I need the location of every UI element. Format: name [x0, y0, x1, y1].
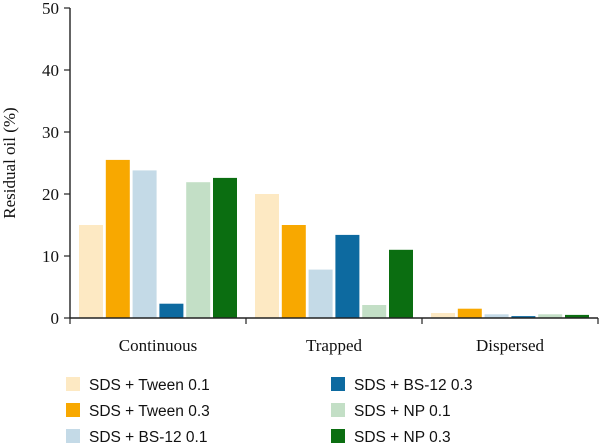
bars-layer	[79, 159, 589, 318]
legend-label: SDS + BS-12 0.3	[354, 377, 472, 394]
legend-swatch	[66, 429, 80, 443]
bar	[281, 225, 306, 318]
x-tick-label: Dispersed	[476, 336, 544, 355]
legend: SDS + Tween 0.1 SDS + Tween 0.3 SDS + BS-1…	[66, 377, 472, 446]
bar	[132, 170, 157, 318]
legend-label: SDS + NP 0.3	[354, 429, 451, 446]
bar	[186, 182, 211, 318]
legend-swatch	[331, 403, 345, 417]
y-tick-label: 0	[51, 309, 60, 328]
bar	[484, 314, 509, 318]
bar	[565, 314, 589, 318]
bar	[511, 316, 536, 318]
bar	[159, 303, 184, 318]
x-tick-label: Continuous	[119, 336, 197, 355]
y-tick-label: 30	[42, 123, 59, 142]
y-tick-label: 50	[42, 0, 59, 18]
y-axis-label: Residual oil (%)	[0, 107, 19, 218]
bar	[389, 249, 413, 318]
legend-swatch	[66, 403, 80, 417]
legend-swatch	[66, 377, 80, 391]
legend-label: SDS + Tween 0.3	[89, 403, 210, 420]
bar	[362, 305, 387, 318]
x-tick-label: Trapped	[306, 336, 363, 355]
legend-swatch	[331, 377, 345, 391]
bar	[538, 314, 563, 318]
axes-layer: 0 10 20 30 40 50 Continuous Trapped Dispersed	[42, 0, 599, 355]
bar	[431, 313, 455, 318]
bar	[105, 159, 130, 318]
bar	[213, 177, 237, 318]
bar	[335, 234, 360, 318]
y-tick-label: 40	[42, 61, 59, 80]
bar	[308, 269, 333, 318]
bar	[255, 194, 279, 318]
bar	[457, 308, 482, 318]
bar	[79, 225, 103, 318]
legend-label: SDS + BS-12 0.1	[89, 429, 207, 446]
legend-label: SDS + Tween 0.1	[89, 377, 210, 394]
y-tick-label: 20	[42, 185, 59, 204]
legend-swatch	[331, 429, 345, 443]
legend-label: SDS + NP 0.1	[354, 403, 451, 420]
y-tick-label: 10	[42, 247, 59, 266]
